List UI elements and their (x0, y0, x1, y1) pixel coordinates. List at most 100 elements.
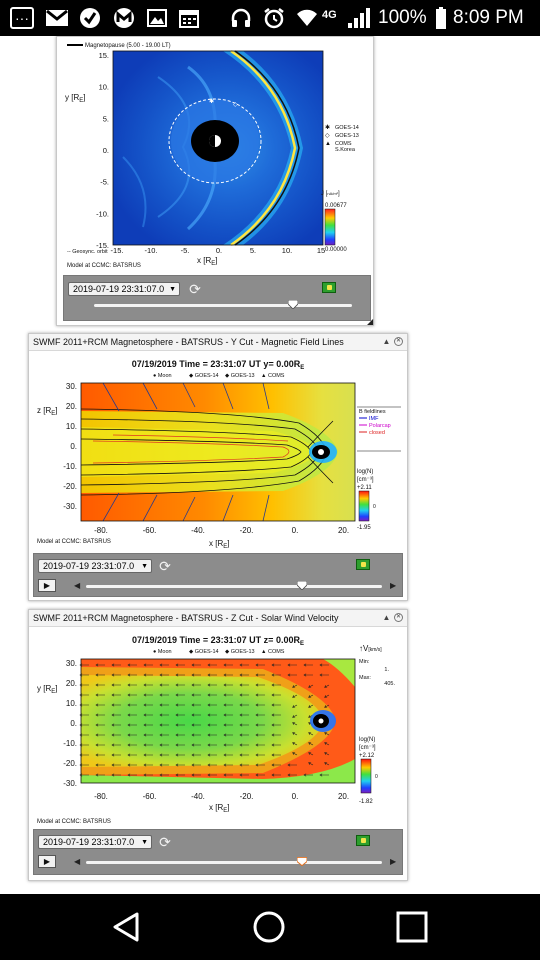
playback-controls: 2019-07-19 23:31:07.0 ▼ ⟳ (63, 275, 371, 321)
step-forward-icon[interactable]: ▶ (390, 857, 397, 866)
geosync-legend: -- Geosync. orbit (67, 249, 108, 255)
back-icon[interactable] (110, 910, 144, 944)
message-icon: ··· (10, 7, 34, 29)
plot-title: 07/19/2019 Time = 23:31:07 UT y= 0.00RE (132, 359, 304, 371)
fieldlines-legend-item: IMF (369, 416, 379, 422)
y-tick-label: -20. (63, 482, 77, 491)
y-tick-label: -15. (96, 241, 109, 250)
velocity-arrow (175, 773, 185, 777)
x-tick-label: -80. (94, 792, 108, 801)
y-tick-label: 30. (66, 382, 77, 391)
y-tick-label: 15. (99, 51, 109, 60)
recents-icon[interactable] (395, 910, 429, 944)
y-tick-label: 30. (66, 659, 77, 668)
colorbar (360, 758, 372, 794)
colorbar (324, 208, 336, 246)
velocity-arrow (239, 723, 249, 727)
velocity-arrow (191, 723, 201, 727)
time-slider-thumb[interactable] (287, 300, 298, 309)
velocity-arrow (111, 763, 121, 767)
check-icon (78, 7, 102, 29)
close-icon[interactable]: ✕ (394, 337, 403, 346)
magnetopause-panel: Magnetopause (5.00 - 19.00 LT) ◇ ✱ y [RE… (56, 36, 374, 326)
time-select[interactable]: 2019-07-19 23:31:07.0 ▼ (68, 282, 180, 296)
velocity-arrow (239, 693, 249, 697)
velocity-arrow (223, 743, 233, 747)
velocity-arrow (79, 753, 89, 757)
velocity-arrow (303, 773, 313, 777)
legend-entry: ◆ GOES-14 (189, 649, 219, 655)
legend-item-label: GOES-14 (335, 125, 359, 131)
velocity-arrow (111, 713, 121, 717)
time-slider-track[interactable] (86, 861, 382, 864)
velocity-arrow (239, 673, 249, 677)
velocity-arrow (319, 773, 329, 777)
export-button[interactable] (356, 559, 370, 570)
velocity-vectors (79, 663, 330, 777)
velocity-arrow (79, 723, 89, 727)
cbar-top-label: 0.00677 (325, 203, 347, 209)
export-button[interactable] (356, 835, 370, 846)
svg-text:◇: ◇ (233, 102, 238, 108)
velocity-arrow (127, 693, 137, 697)
zcut-figure: 07/19/2019 Time = 23:31:07 UT z= 0.00RE … (33, 627, 403, 827)
v-min-label: Min: (359, 659, 370, 665)
resize-handle[interactable]: ◢ (367, 317, 374, 326)
velocity-arrow (255, 723, 265, 727)
velocity-arrow (324, 694, 330, 698)
velocity-arrow (95, 733, 105, 737)
velocity-arrow (79, 733, 89, 737)
velocity-arrow (223, 753, 233, 757)
legend-entry: ◆ GOES-14 (189, 373, 219, 379)
velocity-arrow (191, 773, 201, 777)
velocity-arrow (239, 733, 249, 737)
status-bar: ··· 4G 100% 8:09 PM (0, 0, 540, 36)
y-tick-label: 0. (70, 442, 77, 451)
step-back-icon[interactable]: ◀ (74, 581, 81, 590)
x-tick-label: 20. (338, 526, 349, 535)
time-slider-thumb[interactable] (297, 857, 308, 866)
play-button[interactable]: ▶ (38, 855, 56, 868)
home-icon[interactable] (252, 910, 286, 944)
collapse-icon[interactable]: ▲ (382, 337, 391, 346)
time-select[interactable]: 2019-07-19 23:31:07.0 ▼ (38, 559, 152, 573)
velocity-arrow (292, 704, 298, 708)
velocity-arrow (159, 713, 169, 717)
velocity-arrow (143, 713, 153, 717)
velocity-arrow (95, 683, 105, 687)
velocity-arrow (308, 752, 314, 756)
export-button[interactable] (322, 282, 336, 293)
y-tick-labels: 15. 10. 5. 0. -5. -10. -15. (96, 51, 109, 250)
velocity-arrow (255, 743, 265, 747)
ycut-figure: 07/19/2019 Time = 23:31:07 UT y= 0.00RE … (33, 351, 403, 551)
y-tick-label: 0. (70, 719, 77, 728)
wifi-icon (296, 7, 318, 29)
time-slider-track[interactable] (94, 304, 352, 307)
velocity-arrow (95, 673, 105, 677)
close-icon[interactable]: ✕ (394, 613, 403, 622)
refresh-icon[interactable]: ⟳ (159, 834, 171, 850)
velocity-arrow (239, 713, 249, 717)
velocity-arrow (111, 663, 121, 667)
refresh-icon[interactable]: ⟳ (189, 281, 201, 297)
y-tick-label: -10. (63, 462, 77, 471)
step-back-icon[interactable]: ◀ (74, 857, 81, 866)
velocity-arrow (143, 703, 153, 707)
refresh-icon[interactable]: ⟳ (159, 558, 171, 574)
cbar-mid-label: 0 (375, 774, 378, 780)
time-slider-thumb[interactable] (297, 581, 308, 590)
time-slider-track[interactable] (86, 585, 382, 588)
time-select[interactable]: 2019-07-19 23:31:07.0 ▼ (38, 835, 152, 849)
velocity-arrow (207, 663, 217, 667)
velocity-arrow (175, 693, 185, 697)
step-forward-icon[interactable]: ▶ (390, 581, 397, 590)
play-button[interactable]: ▶ (38, 579, 56, 592)
velocity-arrow (223, 713, 233, 717)
velocity-arrow (255, 773, 265, 777)
velocity-arrow (127, 773, 137, 777)
legend-entry: ▲ COMS (261, 373, 285, 379)
collapse-icon[interactable]: ▲ (382, 613, 391, 622)
velocity-arrow (127, 713, 137, 717)
velocity-arrow (143, 723, 153, 727)
